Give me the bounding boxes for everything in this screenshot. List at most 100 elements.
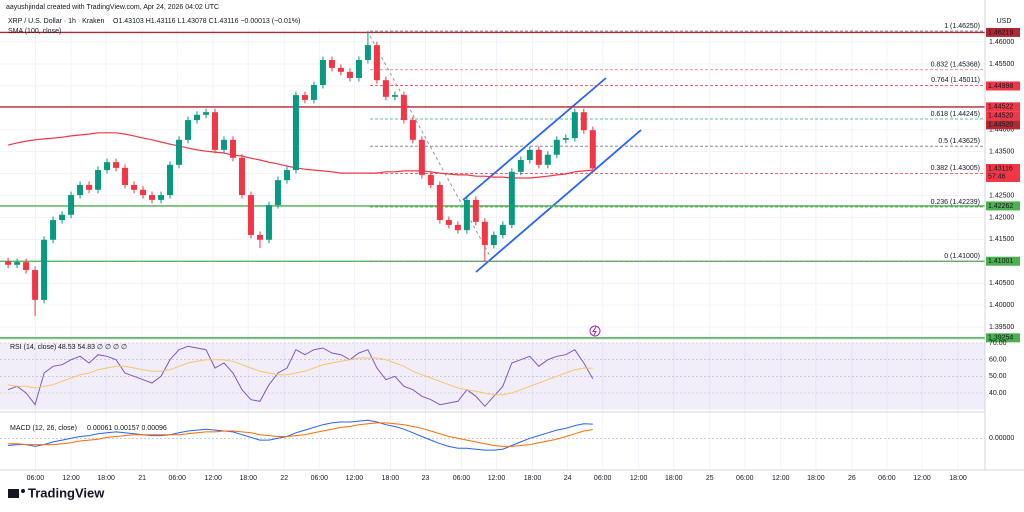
- price-badge-label: 1.44520: [988, 113, 1013, 120]
- y-tick-label: 40.00: [989, 390, 1007, 397]
- candle-body: [409, 120, 416, 140]
- candle-body: [391, 95, 398, 97]
- rsi-readout: 48.53 54.83 ∅ ∅ ∅ ∅: [58, 344, 127, 351]
- candle-body: [427, 174, 434, 185]
- candle-body: [418, 139, 425, 175]
- x-tick-label: 06:00: [311, 475, 329, 482]
- x-tick-label: 06:00: [453, 475, 471, 482]
- x-tick-label: 12:00: [913, 475, 931, 482]
- x-tick-label: 18:00: [97, 475, 115, 482]
- candle-body: [14, 262, 21, 265]
- candle-body: [274, 180, 281, 206]
- x-tick-label: 12:00: [772, 475, 790, 482]
- price-badge: [986, 163, 1020, 182]
- logo-dot: [21, 489, 25, 493]
- y-tick-label: 1.44000: [989, 127, 1014, 134]
- x-tick-label: 18:00: [807, 475, 825, 482]
- x-tick-label: 26: [848, 475, 856, 482]
- indicator-line: [8, 357, 593, 396]
- price-badge-label: 1.39254: [988, 335, 1013, 342]
- candle-body: [256, 234, 263, 240]
- candle-body: [517, 159, 524, 172]
- x-tick-label: 21: [138, 475, 146, 482]
- logo-text: TradingView: [28, 485, 105, 500]
- candle-body: [185, 120, 192, 140]
- price-badge-countdown: 57:46: [988, 173, 1006, 180]
- candle-body: [400, 95, 407, 121]
- candle-body: [571, 112, 578, 139]
- candle-body: [149, 195, 156, 200]
- candle-body: [158, 195, 165, 200]
- x-tick-label: 06:00: [168, 475, 186, 482]
- x-tick-label: 12:00: [62, 475, 80, 482]
- logo-mark: [8, 489, 19, 498]
- candle-body: [580, 112, 587, 131]
- candle-body: [59, 214, 66, 221]
- candle-body: [364, 45, 371, 61]
- candle-body: [463, 199, 470, 231]
- channel-lower: [475, 129, 642, 273]
- y-tick-label: 0.00000: [989, 435, 1014, 442]
- candle-body: [211, 112, 218, 150]
- y-tick-label: 1.42500: [989, 192, 1014, 199]
- candle-body: [490, 234, 497, 246]
- y-tick-label: 50.00: [989, 373, 1007, 380]
- candle-body: [194, 114, 200, 121]
- candle-body: [319, 60, 326, 86]
- y-tick-label: 1.42000: [989, 214, 1014, 221]
- fib-label: 0.618 (1.44245): [931, 111, 980, 118]
- rsi-title: RSI (14, close): [10, 344, 56, 351]
- price-badge: [986, 111, 1020, 121]
- candle-body: [544, 154, 551, 165]
- macd-title: MACD (12, 26, close): [10, 425, 77, 432]
- price-badge: [986, 102, 1020, 112]
- candle-body: [202, 112, 209, 115]
- candle-body: [113, 162, 120, 168]
- price-badge: [986, 201, 1020, 211]
- price-badge: [986, 333, 1020, 343]
- sma-legend: SMA (100, close): [8, 28, 61, 35]
- candle-body: [472, 199, 479, 222]
- candle-body: [167, 164, 174, 196]
- plot-area: 1 (1.46250) 0.832 (1.45368) 0.764 (1.45011…: [0, 23, 985, 451]
- candle-body: [328, 60, 335, 68]
- x-tick-label: 12:00: [346, 475, 364, 482]
- candle-body: [346, 71, 353, 78]
- channel-upper: [462, 77, 607, 201]
- indicator-line: [8, 422, 593, 447]
- fib-label: 0.236 (1.42239): [931, 199, 980, 206]
- price-badge: [986, 81, 1020, 91]
- x-tick-label: 12:00: [204, 475, 222, 482]
- fib-label: 0.382 (1.43005): [931, 165, 980, 172]
- y-tick-label: 1.40000: [989, 302, 1014, 309]
- x-tick-label: 12:00: [630, 475, 648, 482]
- candle-body: [526, 149, 533, 160]
- candle-body: [41, 239, 48, 300]
- x-tick-label: 23: [422, 475, 430, 482]
- candle-body: [238, 157, 245, 196]
- x-tick-label: 18:00: [240, 475, 258, 482]
- y-tick-label: 1.45500: [989, 61, 1014, 68]
- x-tick-label: 18:00: [949, 475, 967, 482]
- x-tick-label: 06:00: [27, 475, 45, 482]
- y-tick-label: 70.00: [989, 340, 1007, 347]
- candle-body: [140, 189, 147, 196]
- candle-body: [481, 221, 488, 246]
- candle-body: [86, 184, 93, 190]
- price-badge: [986, 27, 1020, 37]
- fib-label: 0.832 (1.45368): [931, 62, 980, 69]
- candle-body: [220, 139, 227, 150]
- macd-readout: 0.00061 0.00157 0.00096: [87, 425, 167, 432]
- price-badge-label: 1.43116: [988, 165, 1013, 172]
- fib-label: 0 (1.41000): [944, 253, 980, 260]
- candle-body: [265, 205, 272, 240]
- candle-body: [95, 170, 102, 190]
- candle-body: [32, 270, 39, 300]
- price-badge-label: 1.41001: [988, 258, 1013, 265]
- y-tick-label: 1.43500: [989, 148, 1014, 155]
- candle-body: [337, 67, 344, 72]
- logo: TradingView: [8, 485, 105, 500]
- event-icon-bolt: [592, 326, 597, 336]
- candle-body: [589, 130, 596, 169]
